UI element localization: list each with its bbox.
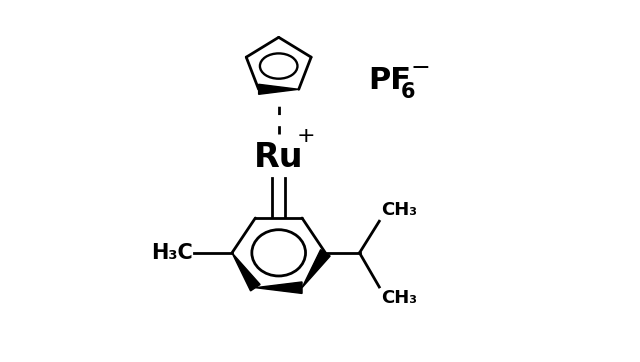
Text: CH₃: CH₃	[381, 201, 417, 219]
Text: PF: PF	[369, 66, 412, 95]
Polygon shape	[232, 253, 260, 291]
Polygon shape	[259, 84, 299, 94]
Text: 6: 6	[401, 82, 415, 102]
Text: H₃C: H₃C	[151, 243, 193, 263]
Text: −: −	[411, 56, 431, 80]
Polygon shape	[302, 250, 330, 288]
Text: +: +	[296, 126, 315, 146]
Text: CH₃: CH₃	[381, 289, 417, 307]
Text: Ru: Ru	[254, 141, 303, 174]
Polygon shape	[255, 282, 302, 294]
